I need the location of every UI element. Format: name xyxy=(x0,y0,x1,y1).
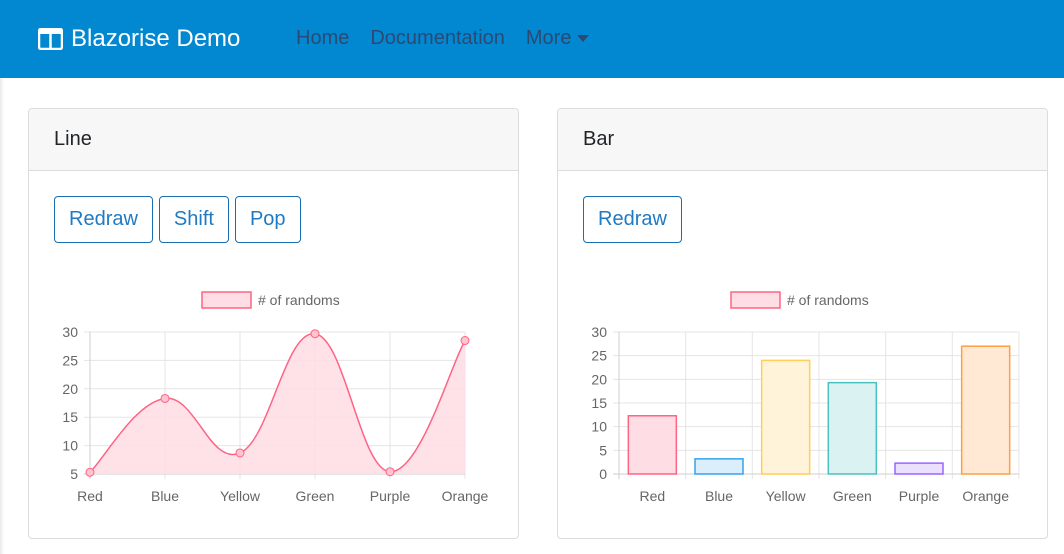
y-tick-label: 30 xyxy=(591,324,607,340)
nav-more-label: More xyxy=(525,27,572,49)
line-point xyxy=(160,393,170,403)
x-tick-label: Blue xyxy=(705,488,733,504)
bar-redraw-button[interactable]: Redraw xyxy=(583,196,682,243)
line-point xyxy=(85,467,95,477)
bar-card-title: Bar xyxy=(583,128,615,150)
bar-blue xyxy=(694,458,744,475)
legend-swatch xyxy=(201,291,252,309)
y-tick-label: 10 xyxy=(62,438,78,454)
bar-chart: 0 5 10 15 20 25 30 Red Blue Yellow Green Purple Oran… xyxy=(591,291,1020,504)
y-tick-label: 25 xyxy=(62,352,78,368)
legend-swatch xyxy=(730,291,781,309)
bar-yellow xyxy=(760,359,811,475)
caret-down-icon xyxy=(577,34,590,42)
y-tick-label: 20 xyxy=(62,381,78,397)
y-tick-label: 10 xyxy=(591,419,607,435)
line-point xyxy=(310,329,320,339)
y-tick-label: 15 xyxy=(591,395,607,411)
nav-links: Home Documentation More xyxy=(296,25,610,51)
bar-card-header: Bar xyxy=(558,109,1047,171)
line-point xyxy=(385,467,395,477)
bar-red xyxy=(627,415,678,475)
x-tick-label: Blue xyxy=(151,488,179,504)
line-shift-button[interactable]: Shift xyxy=(158,196,229,243)
nav-more-dropdown[interactable]: More xyxy=(526,25,590,51)
legend-label: # of randoms xyxy=(258,292,340,308)
bar-button-row: Redraw xyxy=(583,196,682,243)
page-left-shadow xyxy=(0,78,4,554)
x-tick-label: Yellow xyxy=(766,488,807,504)
x-tick-label: Green xyxy=(296,488,335,504)
line-pop-button[interactable]: Pop xyxy=(234,196,301,243)
y-tick-label: 5 xyxy=(70,466,78,482)
line-redraw-button[interactable]: Redraw xyxy=(54,196,153,243)
legend-label: # of randoms xyxy=(787,292,869,308)
bar-green xyxy=(827,381,878,475)
line-point xyxy=(235,448,245,458)
x-tick-label: Green xyxy=(833,488,872,504)
brand-link[interactable]: Blazorise Demo xyxy=(38,24,240,54)
x-tick-label: Orange xyxy=(442,488,489,504)
y-tick-label: 0 xyxy=(599,466,607,482)
y-tick-label: 5 xyxy=(599,442,607,458)
y-tick-label: 25 xyxy=(591,348,607,364)
line-area-fill xyxy=(90,333,465,474)
line-point xyxy=(460,336,470,346)
line-button-row: Redraw Shift Pop xyxy=(54,196,301,243)
line-card-title: Line xyxy=(54,128,92,150)
x-tick-label: Purple xyxy=(899,488,940,504)
bar-orange xyxy=(960,345,1011,475)
y-tick-label: 20 xyxy=(591,371,607,387)
x-tick-label: Purple xyxy=(370,488,411,504)
navbar: Blazorise Demo Home Documentation More xyxy=(0,0,1064,78)
bar-purple xyxy=(894,462,944,475)
nav-home[interactable]: Home xyxy=(296,27,350,49)
line-card-header: Line xyxy=(29,109,518,171)
x-tick-label: Orange xyxy=(962,488,1009,504)
line-chart: 5 10 15 20 25 30 Red Blue Yellow Green Purple Orang… xyxy=(62,291,489,504)
x-tick-label: Red xyxy=(639,488,665,504)
x-tick-label: Yellow xyxy=(220,488,261,504)
columns-icon xyxy=(38,28,63,50)
x-tick-label: Red xyxy=(77,488,103,504)
line-chart-card: Line Redraw Shift Pop 5 10 15 20 25 30 Red Blue… xyxy=(28,108,519,539)
nav-documentation[interactable]: Documentation xyxy=(370,27,505,49)
brand-title: Blazorise Demo xyxy=(71,25,241,52)
y-tick-label: 15 xyxy=(62,409,78,425)
bar-chart-card: Bar Redraw 0 5 10 15 20 25 30 Red Blue Yellow Gree… xyxy=(557,108,1048,539)
y-tick-label: 30 xyxy=(62,324,78,340)
